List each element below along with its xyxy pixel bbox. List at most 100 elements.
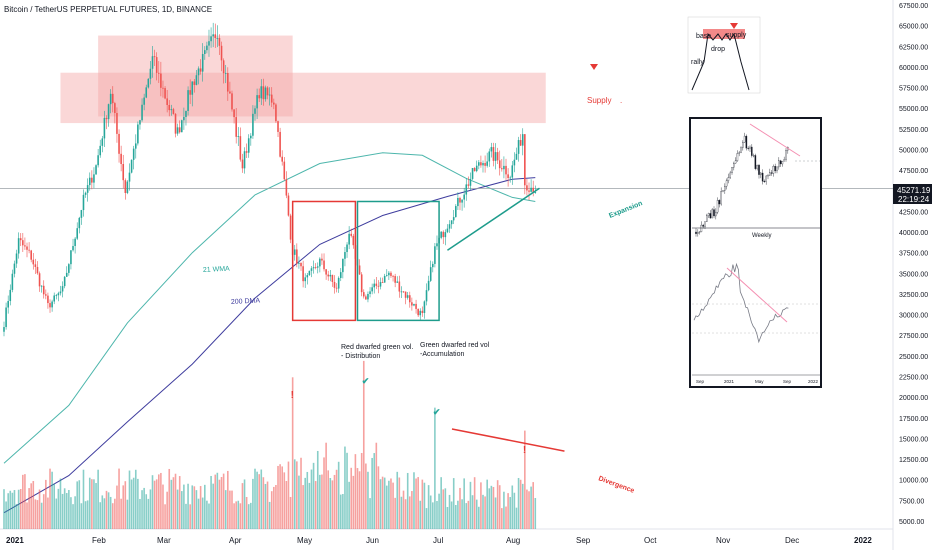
y-tick-label: 50000.00 [899,147,928,154]
volume-bar [427,485,430,529]
volume-bar [394,497,396,529]
volume-bar [360,452,363,529]
y-tick-label: 67500.00 [899,3,928,10]
candle-body [505,165,507,175]
inset-candle-body [720,191,722,205]
volume-bar [233,503,235,529]
candle-body [260,86,263,99]
volume-bar [243,479,246,529]
volume-bar [128,470,131,529]
inset-x-tick-5: 2022 [808,379,819,384]
volume-bar [72,504,74,529]
candle-body [415,303,417,309]
inset-candle-body [695,231,697,234]
volume-bar [11,492,14,529]
inset-candle-body [722,190,724,192]
candle-body [70,250,72,265]
volume-bar [488,488,491,529]
candle-body [358,265,361,275]
inset-candle-body [778,160,780,168]
y-tick-label: 65000.00 [899,24,928,31]
price-tag-countdown: 22:19:24 [898,195,930,204]
candle-body [116,113,118,134]
warning-icon: ! [523,445,526,456]
candle-body [515,153,518,160]
candle-body [206,45,208,51]
volume-bar [97,469,99,529]
candle-body [80,210,83,218]
volume-bar [59,478,62,529]
volume-bar [354,454,357,529]
candle-body [164,88,166,99]
candle-body [501,168,503,170]
volume-bar [229,490,231,529]
volume-bar [68,489,70,529]
volume-bar [93,479,95,529]
volume-bar [235,501,237,529]
candle-body [377,285,380,287]
candle-body [141,104,143,121]
candle-body [208,41,210,46]
volume-bar [84,501,87,529]
y-tick-label: 30000.00 [899,313,928,320]
candle-body [162,87,164,89]
volume-bar [350,467,353,529]
volume-bar [467,500,470,529]
candle-body [331,274,334,282]
inset-candle-body [711,209,713,219]
volume-bar [174,473,177,529]
candle-body [210,36,212,42]
volume-bar [459,487,461,529]
candle-body [342,258,344,273]
candle-body [411,302,413,306]
divergence-trendline [451,428,565,452]
x-axis-ticks: 2021 Feb Mar Apr May Jun Jul Aug Sep Oct Nov Dec 202… [6,536,872,545]
volume-bar [166,491,168,529]
inset-candle-body [781,161,784,165]
candle-body [275,104,277,122]
candle-body [312,267,315,269]
volume-bar [333,474,336,529]
volume-bar [358,471,361,529]
volume-bar [74,496,76,529]
volume-bar [291,377,294,529]
volume-bar [429,495,432,529]
candle-body [371,287,373,292]
volume-bar [122,485,125,529]
inset-candle-body [740,147,742,153]
volume-bar [385,485,388,529]
candle-body [492,147,495,161]
volume-bar [475,499,478,529]
candle-body [51,301,53,308]
accumulation-box [356,200,440,322]
volume-bar [446,506,449,529]
volume-bar [95,483,97,529]
inset-candle-body [706,215,708,222]
candle-body [109,93,112,105]
x-tick-label: 2022 [854,536,872,545]
volume-bar [201,497,204,529]
warning-icon: ! [291,390,294,401]
volume-bar [49,468,51,529]
candle-body [220,45,223,61]
candle-body [153,56,156,58]
candle-body [61,286,64,292]
inset-candle-body [783,159,785,162]
volume-signal-marks: ! ✔ ✔! [291,376,527,456]
candle-body [385,275,388,276]
y-tick-label: 60000.00 [899,65,928,72]
candle-body [13,263,16,274]
volume-bar [36,500,39,529]
volume-bar [216,472,219,529]
candle-body [82,194,85,211]
candle-body [185,111,187,117]
volume-bar [509,497,511,529]
volume-bar [185,503,187,529]
candle-body [450,220,453,225]
y-tick-label: 17500.00 [899,416,928,423]
inset-candle-body [727,177,730,181]
candle-body [231,93,233,110]
volume-bar [478,506,480,529]
candle-body [425,290,428,302]
